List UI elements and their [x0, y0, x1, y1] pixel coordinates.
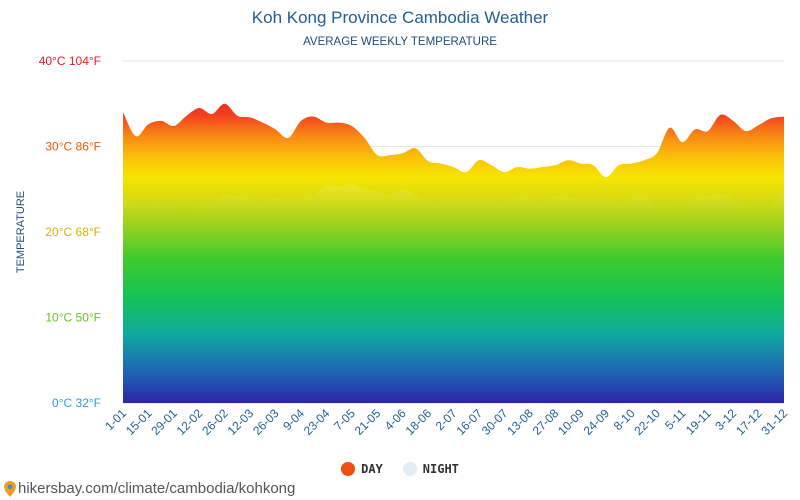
legend-day-label: DAY	[361, 462, 383, 476]
x-tick-label: 16-07	[453, 406, 485, 438]
source-url: hikersbay.com/climate/cambodia/kohkong	[18, 480, 296, 497]
x-tick-label: 26-03	[250, 406, 282, 438]
y-tick-label: 10°C 50°F	[45, 311, 101, 325]
x-tick-label: 17-12	[733, 406, 765, 438]
legend-night-label: NIGHT	[422, 462, 459, 476]
legend-item-night[interactable]: NIGHT	[402, 462, 459, 476]
x-tick-label: 23-04	[301, 406, 333, 438]
x-tick-label: 26-02	[199, 406, 231, 438]
x-tick-label: 24-09	[581, 406, 613, 438]
x-tick-label: 12-02	[174, 406, 206, 438]
x-tick-label: 18-06	[403, 406, 435, 438]
x-tick-label: 21-05	[352, 406, 384, 438]
x-tick-label: 27-08	[530, 406, 562, 438]
x-tick-label: 13-08	[504, 406, 536, 438]
x-tick-label: 10-09	[555, 406, 587, 438]
x-tick-label: 12-03	[225, 406, 257, 438]
x-tick-label: 22-10	[631, 406, 663, 438]
x-tick-label: 29-01	[148, 406, 180, 438]
chart-subtitle: AVERAGE WEEKLY TEMPERATURE	[303, 36, 497, 48]
source-link[interactable]: hikersbay.com/climate/cambodia/kohkong	[4, 480, 295, 497]
chart-title: Koh Kong Province Cambodia Weather	[251, 8, 549, 27]
legend-day-swatch	[341, 462, 356, 476]
chart-legend: DAY NIGHT	[0, 462, 800, 476]
series-night-area	[123, 184, 784, 403]
x-tick-label: 30-07	[479, 406, 511, 438]
y-tick-label: 40°C 104°F	[39, 54, 101, 68]
y-axis-label: TEMPERATURE	[15, 191, 27, 273]
legend-item-day[interactable]: DAY	[341, 462, 383, 476]
y-tick-label: 30°C 86°F	[45, 140, 101, 154]
y-tick-label: 20°C 68°F	[45, 225, 101, 239]
x-tick-label: 31-12	[759, 406, 791, 438]
map-pin-icon	[4, 480, 16, 497]
x-tick-label: 15-01	[123, 406, 155, 438]
legend-night-swatch	[402, 462, 417, 476]
x-tick-label: 19-11	[683, 406, 714, 437]
y-tick-label: 0°C 32°F	[52, 396, 101, 410]
